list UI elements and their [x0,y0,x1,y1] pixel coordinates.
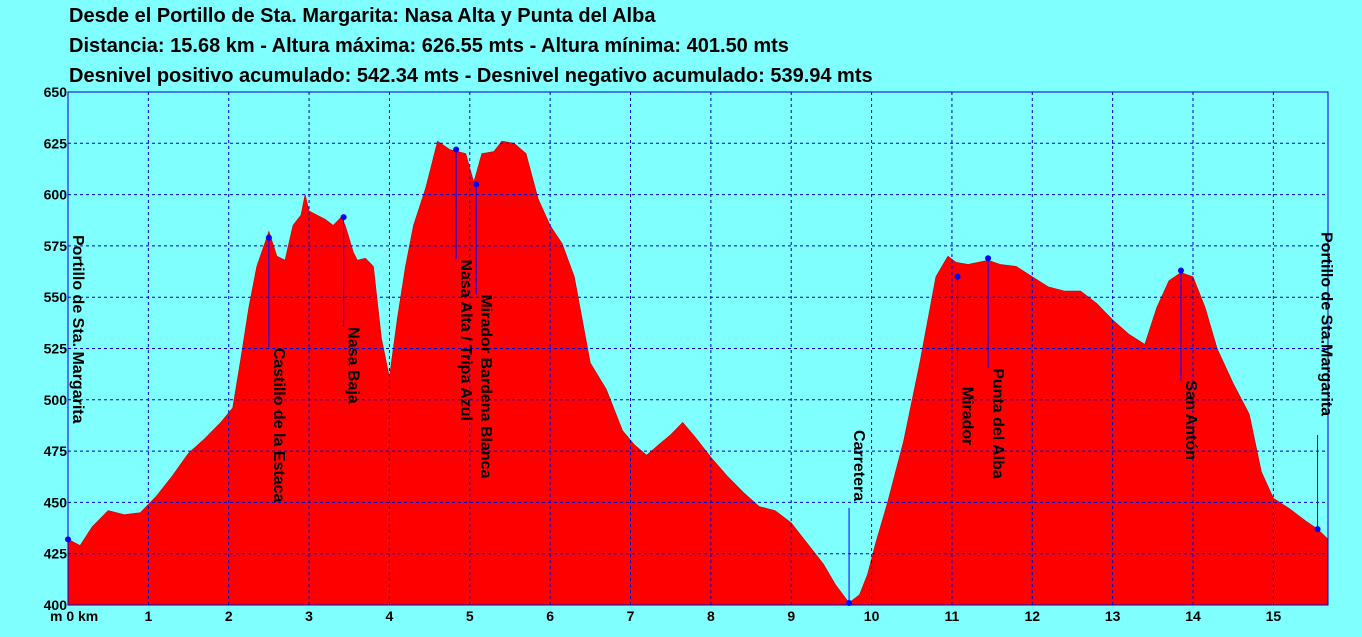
y-tick-label: 525 [44,341,68,357]
waypoint-marker[interactable] [473,181,480,188]
x-tick-label: 12 [1024,608,1040,624]
x-tick-label: 4 [386,608,394,624]
x-tick-label: 5 [466,608,474,624]
plot-frame [67,91,1329,606]
waypoint-marker[interactable] [453,146,460,153]
x-tick-label: 11 [945,608,960,624]
y-tick-label: 400 [44,597,68,613]
y-tick-label: 475 [44,443,68,459]
waypoint-marker[interactable] [1177,267,1184,274]
waypoint-label: Castillo de la Estaca [270,348,287,503]
waypoint-marker[interactable] [954,273,961,280]
x-tick-label: 7 [627,608,635,624]
elevation-gain-summary: Desnivel positivo acumulado: 542.34 mts … [69,65,873,87]
waypoint-label: Carretera [850,430,867,501]
y-tick-label: 500 [44,392,68,408]
waypoint-label: Nasa Alta / Tripa Azul [457,259,474,421]
waypoint-label: Mirador [959,387,976,446]
elevation-area [67,140,1329,606]
x-tick-label: 1 [144,608,152,624]
waypoint-marker[interactable] [65,536,71,543]
distance-altitude-summary: Distancia: 15.68 km - Altura máxima: 626… [69,35,789,57]
y-tick-label: 650 [44,84,68,100]
y-tick-label: 550 [44,289,68,305]
y-tick-label: 600 [44,187,68,203]
waypoint-marker[interactable] [1314,526,1321,533]
waypoint-label: Punta del Alba [989,368,1006,479]
x-tick-label: 10 [864,608,880,624]
x-axis-label: m 0 km [50,608,98,624]
waypoint-label: Portillo de Sta.Margarita [1318,232,1335,416]
x-tick-label: 9 [787,608,795,624]
waypoint-marker[interactable] [265,234,272,241]
y-tick-label: 625 [44,135,68,151]
waypoint-marker[interactable] [340,214,347,221]
chart-title: Desde el Portillo de Sta. Margarita: Nas… [69,5,656,27]
waypoint-label: Portillo de Sta. Margarita [69,235,86,424]
waypoint-label: Nasa Baja [345,327,362,404]
x-tick-label: 3 [305,608,313,624]
waypoint-label: Mirador Bardena Blanca [477,294,494,478]
waypoint-marker[interactable] [846,599,853,606]
x-tick-label: 8 [707,608,715,624]
x-tick-label: 14 [1185,608,1201,624]
x-tick-label: 15 [1266,608,1282,624]
waypoint-label: San Antón [1182,381,1199,460]
x-tick-label: 13 [1105,608,1121,624]
waypoint-marker[interactable] [985,255,992,262]
y-tick-label: 450 [44,494,68,510]
x-tick-label: 6 [546,608,554,624]
y-tick-label: 575 [44,238,68,254]
x-tick-label: 2 [225,608,233,624]
y-tick-label: 425 [44,546,68,562]
